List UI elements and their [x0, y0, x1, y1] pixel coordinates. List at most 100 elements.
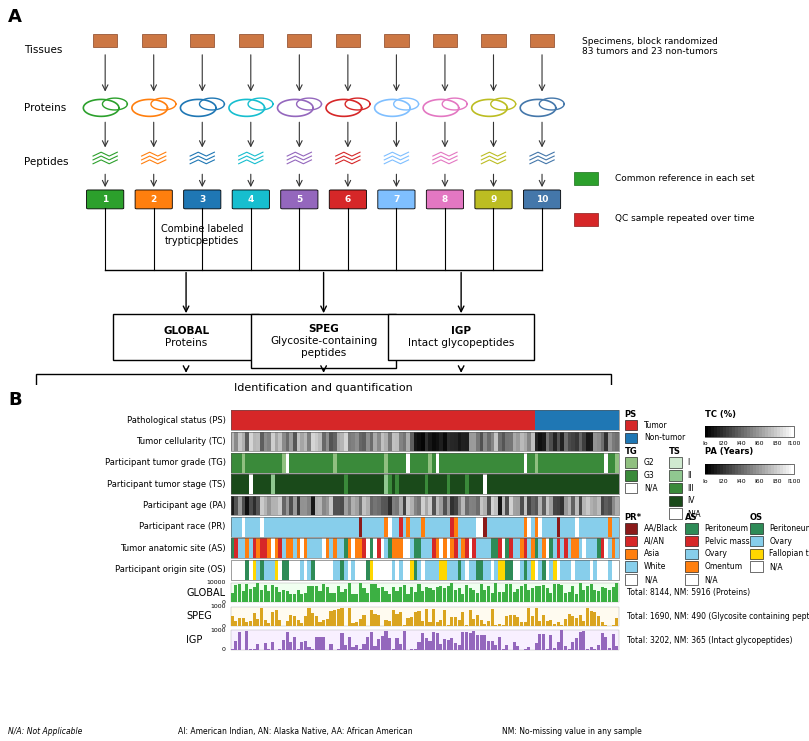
Bar	[293, 411, 297, 430]
Bar	[738, 426, 741, 437]
Bar	[304, 453, 307, 473]
Bar	[439, 474, 443, 494]
Bar	[260, 608, 263, 626]
Bar	[235, 538, 238, 558]
Bar	[271, 474, 274, 494]
Bar	[531, 474, 535, 494]
Bar	[564, 559, 568, 579]
Bar	[245, 431, 249, 451]
Bar	[358, 538, 362, 558]
Bar	[377, 517, 381, 536]
Bar	[575, 559, 578, 579]
Text: l20: l20	[718, 441, 728, 446]
Bar	[249, 538, 252, 558]
Bar	[498, 637, 501, 650]
Bar	[286, 517, 289, 536]
Bar	[600, 622, 604, 626]
Bar	[498, 517, 502, 536]
Bar	[625, 470, 637, 481]
Bar	[293, 431, 297, 451]
Bar	[355, 431, 358, 451]
Bar	[564, 646, 567, 650]
Bar	[344, 431, 348, 451]
Bar	[396, 517, 399, 536]
Text: 4: 4	[248, 195, 254, 204]
Bar	[351, 559, 355, 579]
Bar	[494, 411, 498, 430]
Bar	[432, 431, 436, 451]
Bar	[410, 538, 413, 558]
Bar	[590, 559, 593, 579]
Bar	[461, 538, 465, 558]
Text: Peritoneum: Peritoneum	[705, 524, 748, 533]
Bar	[392, 474, 396, 494]
Bar	[726, 426, 729, 437]
Bar	[337, 517, 341, 536]
Bar	[319, 559, 322, 579]
Bar	[384, 517, 388, 536]
Bar	[348, 559, 351, 579]
Text: PS: PS	[625, 410, 637, 419]
Bar	[231, 517, 235, 536]
Bar	[377, 431, 381, 451]
Bar	[370, 453, 374, 473]
Bar	[513, 592, 516, 602]
Bar	[235, 474, 238, 494]
Bar	[516, 645, 519, 650]
Bar	[231, 431, 619, 451]
Bar	[472, 590, 476, 602]
Bar	[410, 431, 413, 451]
Bar	[396, 591, 399, 602]
Bar	[545, 453, 549, 473]
Bar	[307, 559, 311, 579]
Bar	[417, 474, 421, 494]
Bar	[425, 559, 429, 579]
Bar	[465, 411, 468, 430]
Bar	[597, 474, 600, 494]
Bar	[351, 474, 355, 494]
Bar	[374, 614, 376, 626]
Bar	[480, 474, 483, 494]
Bar	[531, 431, 535, 451]
Bar	[403, 496, 406, 516]
Bar	[392, 559, 396, 579]
Bar	[582, 517, 586, 536]
Bar	[600, 411, 604, 430]
Bar	[300, 623, 303, 626]
Bar	[267, 559, 271, 579]
Bar	[399, 587, 402, 602]
Bar	[319, 496, 322, 516]
Bar	[578, 559, 582, 579]
Bar	[333, 559, 337, 579]
Bar	[545, 517, 549, 536]
Bar	[458, 645, 461, 650]
Bar	[451, 453, 454, 473]
Bar	[472, 453, 476, 473]
Bar	[417, 431, 421, 451]
Bar	[358, 474, 362, 494]
Bar	[527, 559, 531, 579]
Bar	[608, 590, 611, 602]
Bar	[520, 411, 523, 430]
Bar	[571, 411, 575, 430]
Bar	[351, 594, 354, 602]
Text: Participant race (PR): Participant race (PR)	[139, 522, 226, 531]
Bar	[406, 594, 409, 602]
Bar	[568, 517, 571, 536]
Bar	[720, 426, 723, 437]
Bar	[542, 585, 545, 602]
Bar	[319, 637, 322, 650]
Bar	[494, 517, 498, 536]
Bar	[454, 496, 458, 516]
Text: l60: l60	[754, 441, 764, 446]
FancyBboxPatch shape	[388, 314, 534, 360]
FancyBboxPatch shape	[481, 33, 506, 47]
Bar	[326, 559, 329, 579]
Bar	[468, 588, 472, 602]
Bar	[238, 496, 242, 516]
Text: 0: 0	[222, 599, 226, 605]
Bar	[531, 453, 535, 473]
Bar	[586, 517, 590, 536]
Bar	[494, 453, 498, 473]
Text: Total: 3202, NM: 365 (Intact glycopeptides): Total: 3202, NM: 365 (Intact glycopeptid…	[627, 636, 793, 645]
